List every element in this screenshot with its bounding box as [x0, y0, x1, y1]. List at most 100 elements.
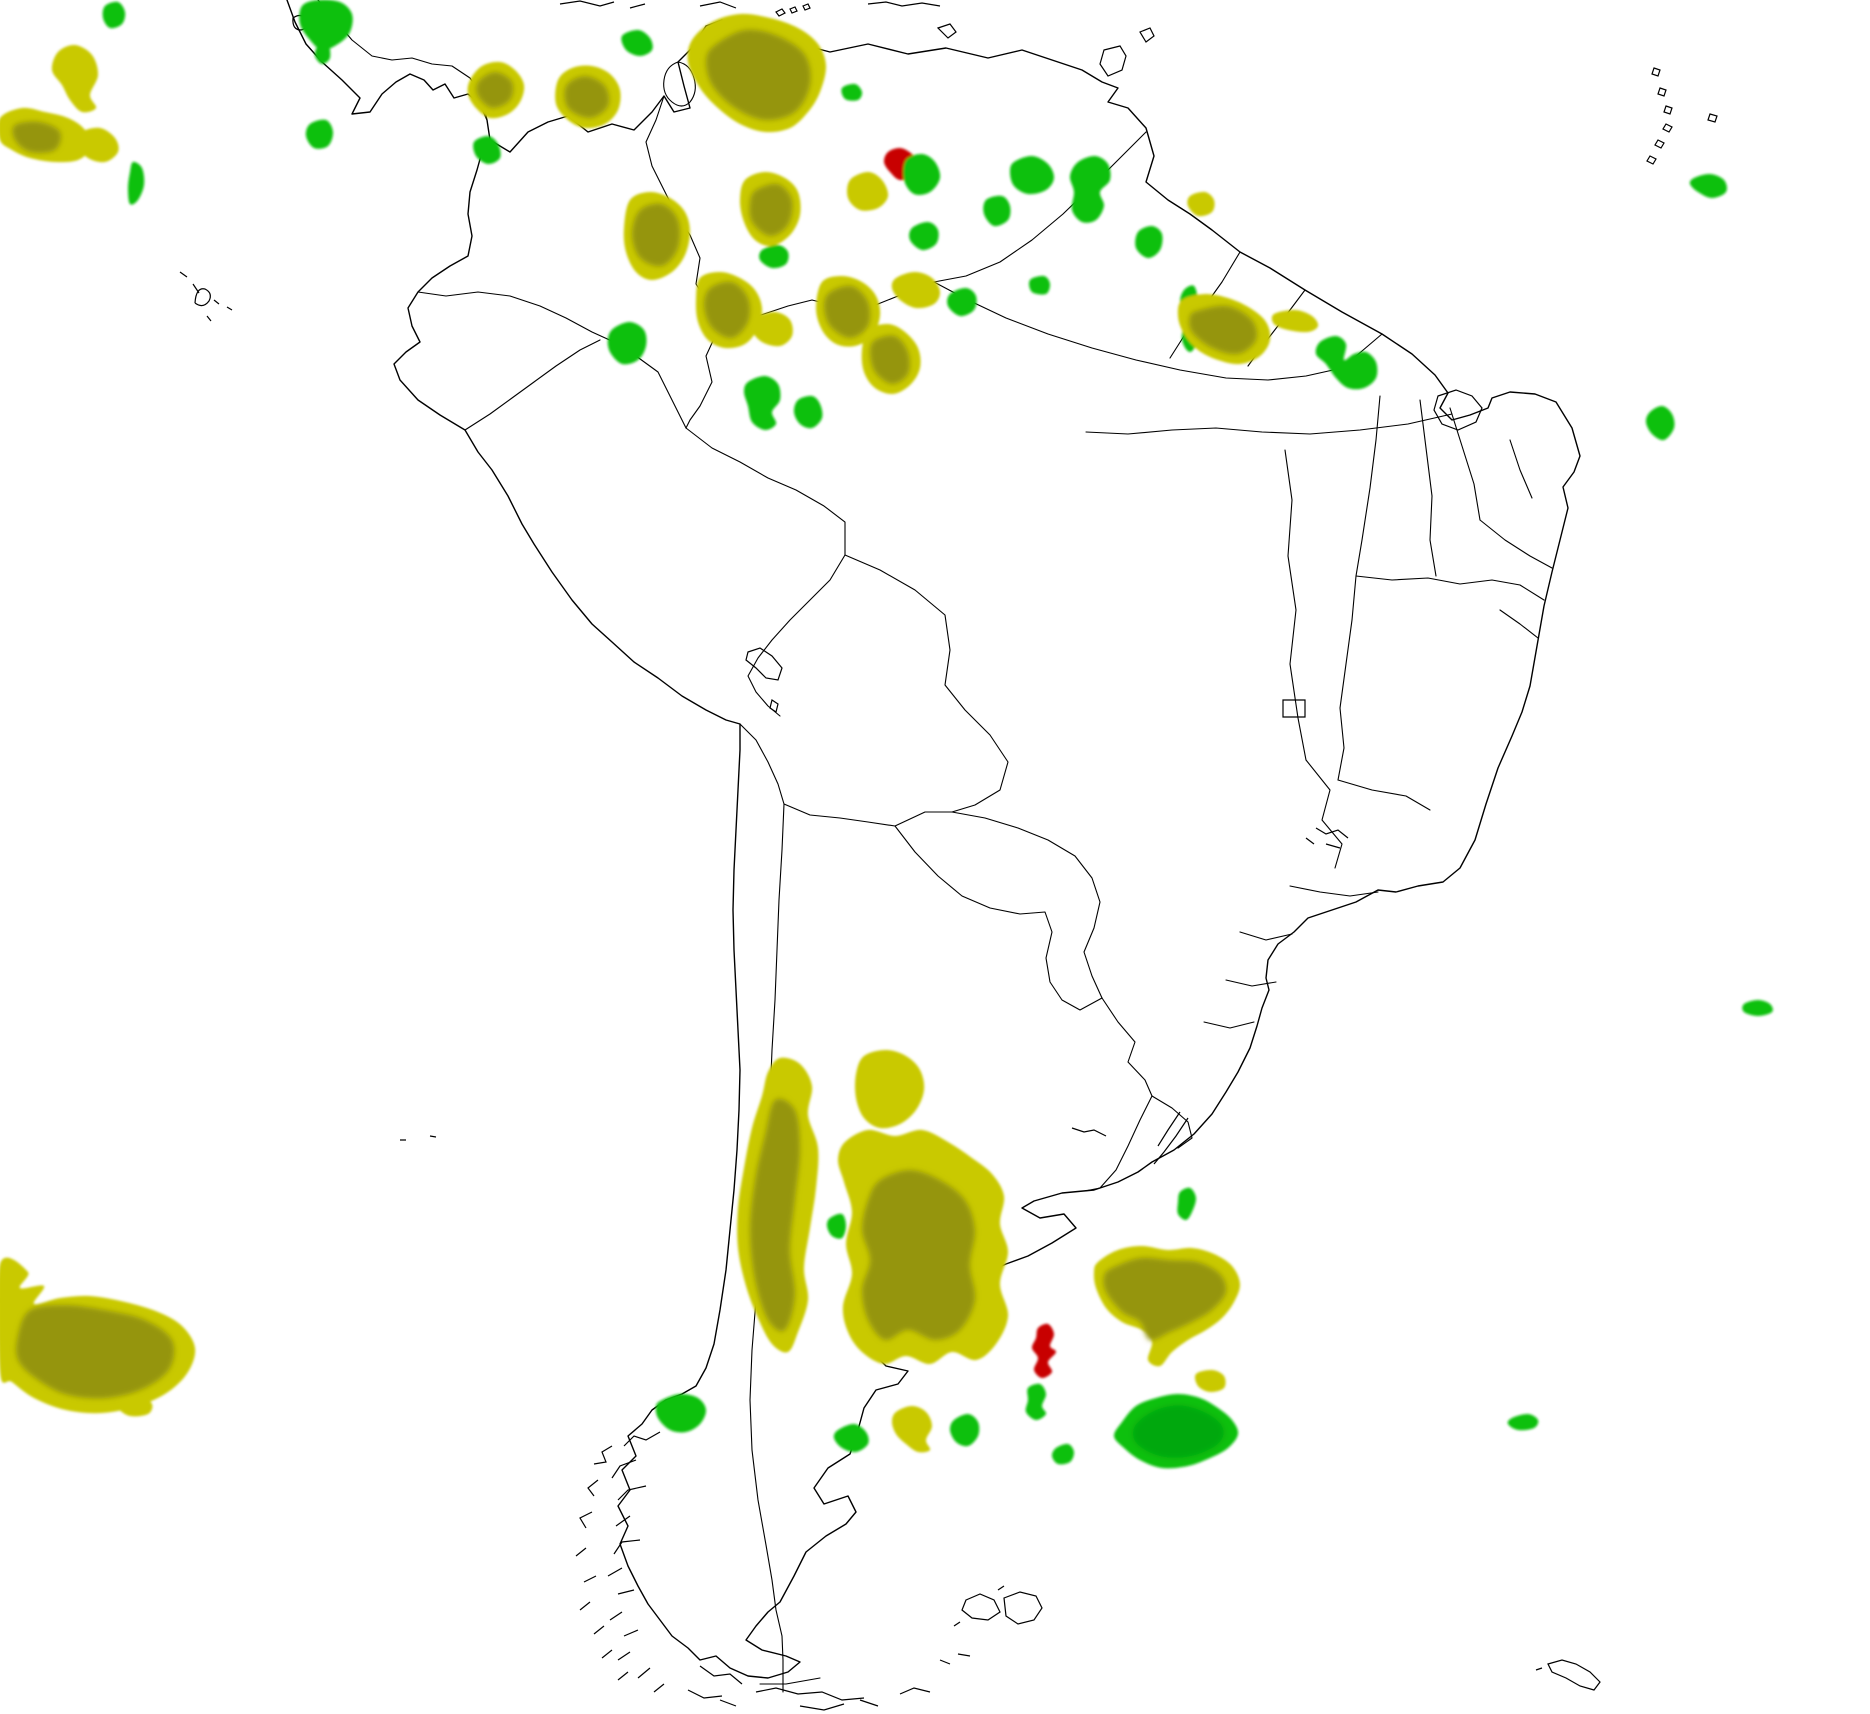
precip-cell-light [947, 287, 977, 317]
precip-cell-core-light [1132, 1404, 1225, 1459]
precip-cell-light [102, 1, 126, 29]
islands-caribbean-top [559, 0, 941, 9]
precip-cell-core-moderate [12, 121, 61, 153]
border-colombia-ecuador [417, 291, 687, 429]
border-chile-bolivia [739, 723, 785, 805]
precip-cell-moderate [1271, 309, 1319, 333]
precip-cell-light [1069, 155, 1111, 223]
precip-cell-light [841, 83, 863, 101]
river-squiggle-uruguay [1071, 1127, 1107, 1137]
state-border [1337, 779, 1431, 811]
precip-cell-moderate [116, 1395, 153, 1417]
state-border [1203, 1021, 1255, 1029]
island-marajo [1433, 389, 1483, 431]
precip-cell-core-moderate [750, 1098, 800, 1332]
precip-cell-light [1507, 1413, 1539, 1431]
precip-cell-moderate [751, 311, 793, 347]
island-south-georgia [1535, 1659, 1601, 1691]
precip-cell-core-moderate [861, 1170, 976, 1341]
precip-cell-light [607, 321, 647, 365]
border-brazil-guianas [933, 281, 1383, 381]
precip-cell-moderate [77, 127, 119, 163]
islands-falkland [953, 1585, 1043, 1627]
precip-cell-light [1315, 335, 1378, 390]
precip-cell-light [1742, 1000, 1773, 1016]
lake-poopo [769, 699, 779, 713]
state-border [1337, 575, 1357, 781]
islands-abc [775, 3, 811, 17]
precip-cell-light [833, 1423, 869, 1453]
islands-galapagos [179, 271, 233, 322]
state-border [1085, 413, 1453, 435]
patagonia-fjords [575, 1431, 971, 1711]
state-border [1479, 519, 1553, 569]
border-bolivia-paraguay [894, 811, 953, 827]
precip-cell-light [128, 161, 145, 205]
border-ecuador-peru [464, 339, 601, 431]
precip-cell-light [759, 244, 789, 269]
state-border [1499, 609, 1539, 639]
precip-cell-core-moderate [749, 183, 793, 237]
coastline-south-america [393, 19, 1581, 1679]
state-border [1355, 395, 1381, 577]
border-bolivia-argentina [783, 803, 896, 827]
state-border [1284, 449, 1307, 761]
border-argentina-uruguay [1084, 1095, 1153, 1192]
islands-lesser-antilles [1646, 67, 1718, 165]
precip-cell-moderate [891, 272, 941, 309]
border-paraguay-brazil [951, 811, 1103, 999]
base-map-layer [179, 0, 1718, 1711]
state-border [1305, 759, 1343, 869]
precip-cell-light [983, 195, 1011, 227]
border-colombia-brazil [685, 329, 719, 429]
precip-cell-light [314, 43, 331, 65]
precip-cell-core-moderate [15, 1305, 175, 1399]
island-margarita [936, 23, 957, 39]
precip-cell-moderate [892, 1406, 932, 1453]
precip-cell-light [1689, 173, 1727, 198]
precip-cell-core-moderate [705, 29, 811, 121]
precip-cell-moderate [1187, 191, 1215, 217]
border-peru-bolivia [747, 554, 846, 717]
islands-juan-fernandez [400, 1135, 437, 1141]
precip-cell-light [621, 29, 653, 56]
precip-cell-core-moderate [824, 285, 871, 338]
precip-cell-light [305, 119, 334, 149]
border-peru-brazil [685, 427, 846, 556]
border-uruguay-brazil [1151, 1095, 1193, 1149]
state-border [1239, 931, 1293, 941]
reservoir-outline [1282, 699, 1306, 718]
precip-cell-core-moderate [703, 281, 751, 339]
precip-cell-core-moderate [632, 203, 681, 267]
precip-cell-light [826, 1213, 846, 1239]
state-border [1419, 399, 1437, 577]
precip-cell-core-moderate [1189, 305, 1258, 355]
precip-cell-light [903, 153, 941, 195]
precip-cell-light [1177, 1187, 1197, 1221]
precip-cell-light [1645, 405, 1675, 441]
lake-titicaca [745, 647, 783, 681]
state-border [1509, 439, 1533, 499]
precip-cell-moderate [855, 1050, 925, 1129]
state-borders-brazil [1071, 395, 1553, 1165]
precip-cell-moderate [847, 172, 889, 211]
precip-cell-core-moderate [476, 72, 514, 109]
state-border [1289, 885, 1379, 897]
state-border [1355, 575, 1545, 601]
precip-cell-light [299, 0, 353, 51]
precip-cell-light [909, 221, 939, 251]
border-tierra-del-fuego [759, 1677, 821, 1685]
precip-cell-heavy [1031, 1323, 1057, 1379]
overlay-layer [0, 0, 1773, 1469]
precip-cell-moderate [51, 44, 99, 113]
precip-cell-light [1029, 275, 1051, 295]
precip-cell-light [793, 395, 823, 429]
state-border [1225, 979, 1277, 987]
island-trinidad [1099, 45, 1127, 77]
islands-and-lakes [179, 0, 1718, 1691]
precip-cell-light [744, 375, 781, 431]
precip-cell-light [1051, 1443, 1075, 1465]
precip-cell-core-moderate [1103, 1257, 1227, 1341]
